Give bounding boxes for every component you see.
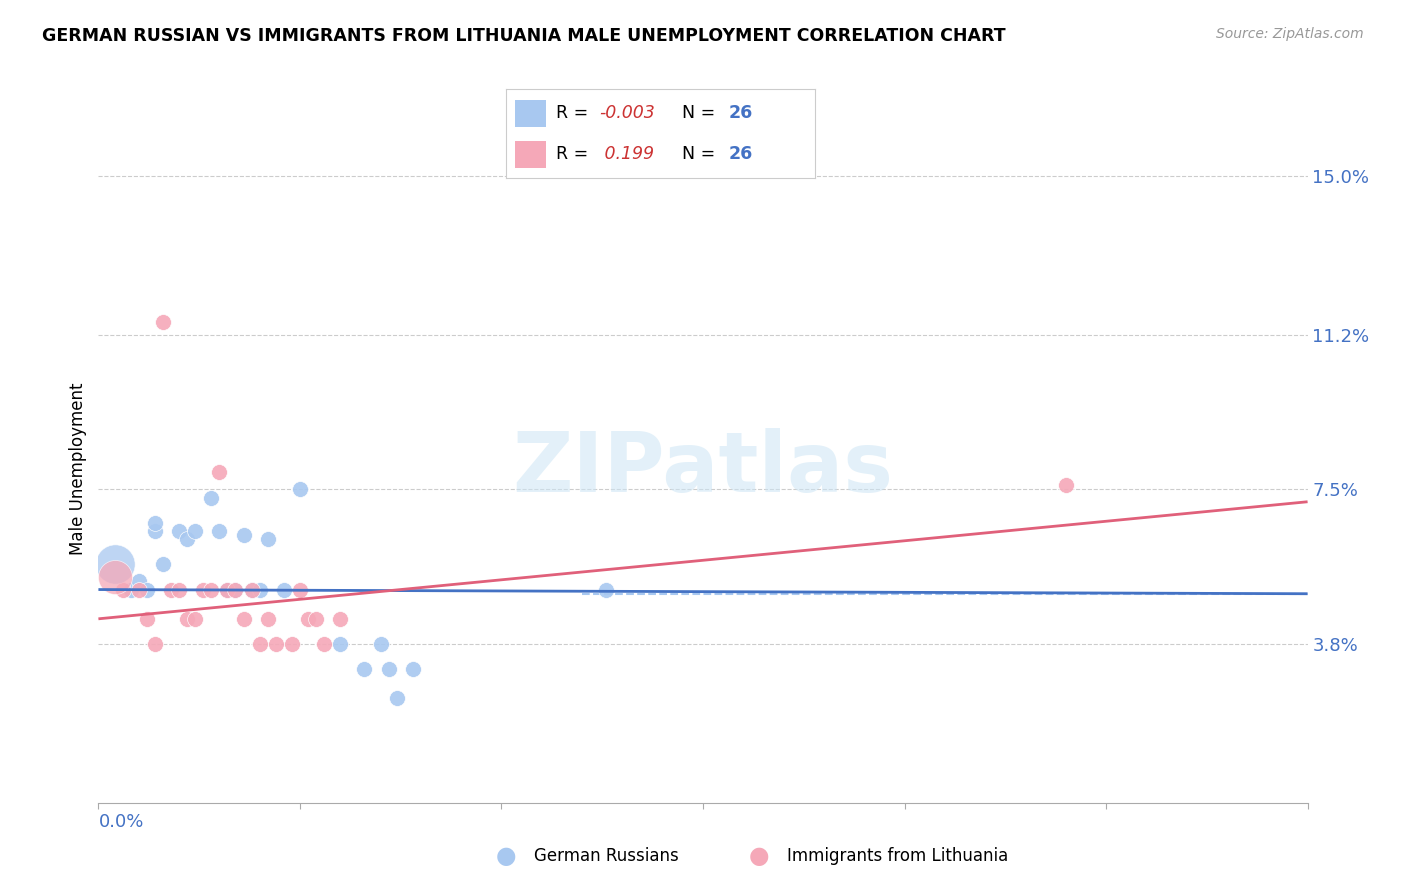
Text: N =: N = <box>682 104 721 122</box>
Point <box>217 582 239 597</box>
Point <box>160 582 183 597</box>
Point <box>353 662 375 676</box>
Point <box>264 637 287 651</box>
Point <box>143 516 166 530</box>
Point <box>176 533 198 547</box>
Text: 26: 26 <box>728 104 754 122</box>
Point <box>305 612 328 626</box>
Text: GERMAN RUSSIAN VS IMMIGRANTS FROM LITHUANIA MALE UNEMPLOYMENT CORRELATION CHART: GERMAN RUSSIAN VS IMMIGRANTS FROM LITHUA… <box>42 27 1005 45</box>
Point <box>240 582 263 597</box>
Point <box>184 524 207 538</box>
Point <box>200 491 222 505</box>
Text: N =: N = <box>682 145 721 163</box>
Text: R =: R = <box>555 145 593 163</box>
Point <box>595 582 617 597</box>
Point <box>208 466 231 480</box>
Point <box>402 662 425 676</box>
Point <box>297 612 319 626</box>
Point <box>329 637 352 651</box>
Point <box>143 524 166 538</box>
Text: -0.003: -0.003 <box>599 104 655 122</box>
Point <box>103 570 125 584</box>
Text: Source: ZipAtlas.com: Source: ZipAtlas.com <box>1216 27 1364 41</box>
Point <box>217 582 239 597</box>
Y-axis label: Male Unemployment: Male Unemployment <box>69 382 87 555</box>
Point <box>193 582 215 597</box>
Point <box>224 582 246 597</box>
Point <box>200 582 222 597</box>
Point <box>256 533 278 547</box>
Point <box>135 612 157 626</box>
Point <box>288 582 311 597</box>
Point <box>256 612 278 626</box>
Bar <box>516 100 547 127</box>
Point <box>377 662 399 676</box>
Point <box>288 482 311 496</box>
Point <box>240 582 263 597</box>
Point <box>167 524 190 538</box>
Point <box>152 558 174 572</box>
Point <box>176 612 198 626</box>
Point <box>232 528 254 542</box>
Text: ZIPatlas: ZIPatlas <box>513 428 893 508</box>
Point <box>128 574 150 589</box>
Text: 0.0%: 0.0% <box>98 813 143 830</box>
Point <box>273 582 295 597</box>
Point <box>370 637 392 651</box>
Point <box>135 582 157 597</box>
Text: 0.199: 0.199 <box>599 145 654 163</box>
Point <box>232 612 254 626</box>
Text: ●: ● <box>496 845 516 868</box>
Point <box>128 582 150 597</box>
Point <box>103 558 125 572</box>
Point <box>120 582 142 597</box>
Point <box>167 582 190 597</box>
Point <box>314 637 336 651</box>
Point <box>385 691 408 706</box>
Point <box>249 637 271 651</box>
Point <box>184 612 207 626</box>
Point <box>249 582 271 597</box>
Text: German Russians: German Russians <box>534 847 679 865</box>
Point <box>111 582 134 597</box>
Point <box>143 637 166 651</box>
Point <box>224 582 246 597</box>
Point <box>281 637 304 651</box>
Text: R =: R = <box>555 104 593 122</box>
Point <box>152 315 174 329</box>
Point <box>329 612 352 626</box>
Text: 26: 26 <box>728 145 754 163</box>
Point <box>208 524 231 538</box>
Text: Immigrants from Lithuania: Immigrants from Lithuania <box>787 847 1008 865</box>
Point <box>1054 478 1077 492</box>
Text: ●: ● <box>749 845 769 868</box>
Bar <box>516 141 547 168</box>
